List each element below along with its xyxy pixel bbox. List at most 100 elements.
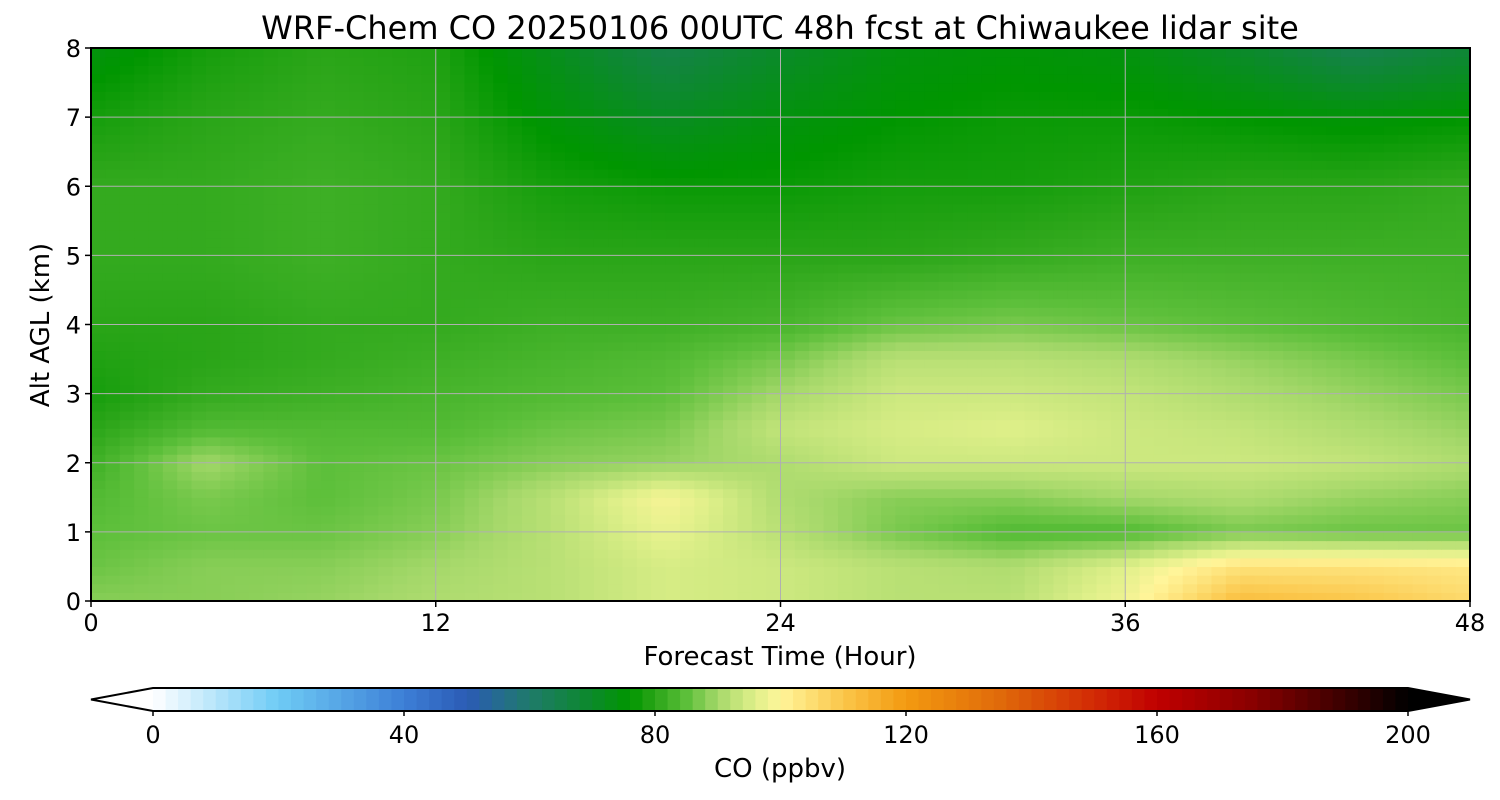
heatmap-cell [1225, 480, 1241, 490]
heatmap-cell [536, 315, 552, 326]
heatmap-cell [392, 583, 408, 593]
heatmap-cell [1441, 324, 1457, 334]
heatmap-cell [924, 393, 940, 403]
heatmap-cell [306, 531, 322, 542]
heatmap-cell [378, 333, 394, 343]
heatmap-cell [866, 246, 882, 256]
heatmap-cell [1067, 410, 1083, 421]
heatmap-cell [780, 194, 796, 205]
heatmap-cell [349, 488, 365, 498]
heatmap-cell [177, 514, 193, 524]
heatmap-cell [837, 376, 853, 386]
heatmap-cell [852, 229, 868, 239]
heatmap-cell [1096, 505, 1112, 516]
heatmap-cell [1426, 238, 1442, 248]
heatmap-cell [852, 367, 868, 377]
heatmap-cell [105, 186, 121, 196]
heatmap-cell [1254, 333, 1270, 343]
heatmap-cell [1254, 575, 1270, 585]
heatmap-cell [1039, 177, 1055, 187]
heatmap-cell [1197, 471, 1213, 481]
heatmap-cell [608, 272, 624, 282]
heatmap-cell [593, 419, 609, 429]
heatmap-cell [952, 220, 968, 231]
heatmap-cell [550, 523, 566, 533]
heatmap-cell [220, 402, 236, 412]
heatmap-cell [967, 350, 983, 360]
heatmap-cell [1053, 575, 1069, 585]
heatmap-cell [766, 212, 782, 222]
heatmap-cell [306, 592, 322, 601]
heatmap-cell [679, 341, 695, 352]
heatmap-cell [1369, 272, 1385, 282]
heatmap-cell [1067, 402, 1083, 412]
heatmap-cell [708, 410, 724, 421]
heatmap-cell [1311, 505, 1327, 516]
heatmap-cell [967, 454, 983, 464]
heatmap-cell [938, 160, 954, 170]
heatmap-cell [177, 333, 193, 343]
heatmap-cell [1182, 333, 1198, 343]
heatmap-cell [335, 436, 351, 447]
heatmap-cell [1326, 402, 1342, 412]
heatmap-cell [493, 264, 509, 274]
heatmap-cell [1067, 307, 1083, 317]
heatmap-cell [651, 480, 667, 490]
heatmap-cell [1398, 514, 1414, 524]
heatmap-cell [924, 531, 940, 542]
heatmap-cell [435, 436, 451, 447]
heatmap-cell [1168, 212, 1184, 222]
heatmap-cell [1297, 497, 1313, 507]
heatmap-cell [1441, 194, 1457, 205]
heatmap-cell [1326, 488, 1342, 498]
heatmap-cell [1426, 402, 1442, 412]
heatmap-cell [708, 575, 724, 585]
heatmap-cell [909, 540, 925, 550]
heatmap-cell [881, 359, 897, 369]
heatmap-cell [550, 212, 566, 222]
heatmap-cell [378, 194, 394, 205]
heatmap-cell [205, 307, 221, 317]
heatmap-cell [349, 497, 365, 507]
heatmap-cell [1082, 419, 1098, 429]
heatmap-cell [938, 376, 954, 386]
heatmap-cell [1182, 575, 1198, 585]
heatmap-cell [292, 471, 308, 481]
heatmap-cell [1254, 255, 1270, 265]
heatmap-cell [881, 523, 897, 533]
heatmap-cell [119, 583, 135, 593]
heatmap-cell [1168, 445, 1184, 455]
heatmap-cell [1355, 514, 1371, 524]
heatmap-cell [134, 384, 150, 395]
heatmap-cell [1082, 220, 1098, 231]
heatmap-cell [478, 324, 494, 334]
heatmap-cell [1268, 341, 1284, 352]
heatmap-cell [1153, 168, 1169, 179]
heatmap-cell [378, 471, 394, 481]
heatmap-cell [91, 531, 106, 542]
heatmap-cell [924, 229, 940, 239]
heatmap-cell [751, 549, 767, 559]
heatmap-cell [694, 333, 710, 343]
heatmap-cell [134, 298, 150, 308]
heatmap-cell [105, 264, 121, 274]
heatmap-cell [148, 307, 164, 317]
heatmap-cell [809, 557, 825, 568]
heatmap-cell [91, 462, 106, 472]
heatmap-cell [823, 359, 839, 369]
heatmap-cell [1182, 428, 1198, 438]
heatmap-cell [392, 264, 408, 274]
heatmap-cell [493, 428, 509, 438]
heatmap-cell [1355, 272, 1371, 282]
heatmap-cell [651, 160, 667, 170]
heatmap-cell [1197, 168, 1213, 179]
heatmap-cell [852, 333, 868, 343]
heatmap-cell [895, 592, 911, 601]
heatmap-cell [679, 212, 695, 222]
heatmap-cell [852, 255, 868, 265]
heatmap-cell [335, 168, 351, 179]
heatmap-cell [608, 341, 624, 352]
heatmap-cell [866, 445, 882, 455]
heatmap-cell [579, 454, 595, 464]
heatmap-cell [478, 315, 494, 326]
